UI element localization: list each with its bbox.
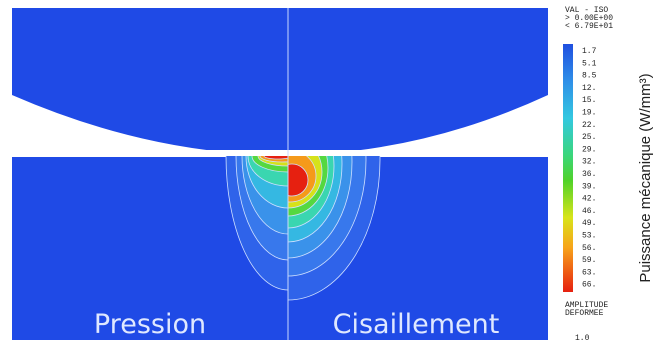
legend-level: 29. (582, 145, 596, 154)
panel-label: Pression (94, 309, 206, 340)
legend-scale: 1.0 (575, 334, 590, 343)
legend-level: 5.1 (582, 59, 597, 68)
legend-footer: AMPLITUDE (565, 301, 608, 310)
legend-level: 36. (582, 170, 596, 179)
legend-level: 19. (582, 109, 596, 118)
legend: VAL - ISO> 0.00E+00< 6.79E+01 1.7 5.1 8.5 12… (563, 6, 613, 343)
legend-level: 53. (582, 232, 596, 241)
legend-header: > 0.00E+00 (565, 14, 613, 23)
legend-level: 39. (582, 182, 596, 191)
axis-label: Puissance mécanique (W/mm³) (637, 73, 654, 282)
legend-level: 22. (582, 121, 596, 130)
legend-level: 63. (582, 268, 596, 277)
legend-level: 15. (582, 96, 596, 105)
legend-header: < 6.79E+01 (565, 22, 613, 31)
legend-level: 25. (582, 133, 596, 142)
legend-level: 66. (582, 281, 596, 290)
legend-level: 8.5 (582, 72, 597, 81)
contour-plot (12, 8, 548, 340)
legend-footer: DEFORMEE (565, 309, 604, 318)
legend-level: 42. (582, 195, 596, 204)
legend-level: 59. (582, 256, 596, 265)
legend-header: VAL - ISO (565, 6, 608, 15)
legend-level: 46. (582, 207, 596, 216)
legend-level: 56. (582, 244, 596, 253)
legend-level: 49. (582, 219, 596, 228)
panel-label: Cisaillement (333, 309, 500, 340)
legend-level: 1.7 (582, 47, 597, 56)
legend-level: 32. (582, 158, 596, 167)
legend-level: 12. (582, 84, 596, 93)
